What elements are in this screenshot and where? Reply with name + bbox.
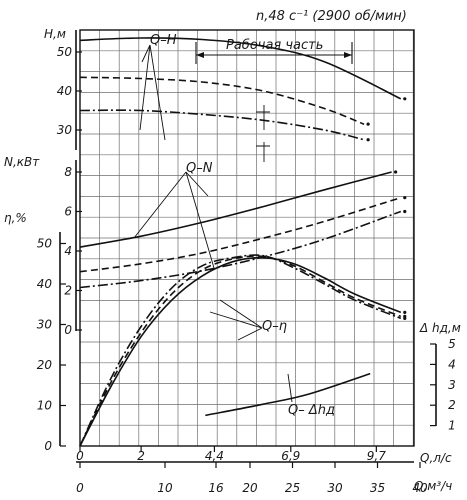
label-leaders [133,44,293,403]
series-end-dot [403,316,407,321]
npsh-tick-label: 2 [448,398,456,412]
efficiency-tick-label: 10 [37,399,53,413]
flow-primary-tick-label: 0 [76,449,84,463]
qn-label: Q–N [186,161,213,176]
head-axis-title: H,м [44,27,66,41]
flow-primary-axis-title: Q,л/с [420,451,452,465]
flow-primary-tick-label: 4,4 [205,449,224,463]
series-end-dot [403,196,407,200]
efficiency-tick-label: 0 [44,439,52,453]
power-tick-label: 6 [64,205,72,219]
series-Q-Δhд-solid [205,372,371,417]
npsh-tick-label: 1 [448,419,456,433]
series-Q-H-dashdot [79,109,365,141]
efficiency-tick-label: 20 [37,358,53,372]
series-end-dot [403,209,407,214]
series-Q-η-solid [79,256,402,447]
flow-primary-tick-label: 2 [137,449,145,463]
efficiency-axis-title: η,% [4,211,27,225]
power-tick-label: 4 [64,244,72,258]
end-dots [366,97,407,321]
curves [79,37,402,447]
grid [80,30,414,446]
series-end-dot [394,170,398,174]
efficiency-tick-label: 50 [37,237,53,251]
npsh-tick-label: 4 [448,357,456,371]
power-tick-label: 0 [64,323,72,337]
npsh-tick-label: 5 [448,337,456,351]
flow-primary-tick-label: 9,7 [367,449,386,463]
flow-secondary-tick-label: 35 [370,481,385,495]
npsh-axis-title: Δ hд,м [419,321,461,335]
flow-secondary-axis-title: Q,м³/ч [414,479,452,493]
series-end-dot [366,122,370,126]
series-end-dot [403,310,407,314]
efficiency-tick-label: 30 [37,318,53,332]
chart-title: n,48 с⁻¹ (2900 об/мин) [256,9,407,24]
flow-secondary-tick-label: 25 [285,481,300,495]
qeta-label: Q–η [262,319,287,334]
flow-secondary-tick-label: 0 [76,481,84,495]
work-range-bracket [195,42,353,64]
series-Q-η-dashed [79,255,402,447]
series-Q-N-dashed [79,196,402,273]
head-tick-label: 50 [57,45,73,59]
qdh-label: Q– Δhд [288,403,335,418]
series-end-dot [366,138,370,142]
head-tick-label: 40 [57,84,73,98]
flow-secondary-tick-label: 40 [412,481,428,495]
power-tick-label: 8 [64,165,72,179]
qh-label: Q–H [150,33,177,48]
flow-secondary-tick-label: 10 [157,481,173,495]
flow-secondary-tick-label: 16 [208,481,224,495]
power-tick-label: 2 [64,284,72,298]
work-range-label: Рабочая часть [226,38,323,53]
head-tick-label: 30 [57,123,73,137]
series-Q-N-solid [79,171,392,248]
npsh-tick-label: 3 [448,378,456,392]
power-axis-title: N,кВт [4,155,40,169]
flow-secondary-tick-label: 20 [242,481,258,495]
series-Q-H-solid [79,37,402,100]
plot-frame [79,29,415,447]
series-Q-η-dashdot [79,254,402,447]
series-Q-H-dashed [79,76,365,125]
series-Q-N-dashdot [79,210,402,289]
efficiency-tick-label: 40 [37,277,53,291]
flow-primary-tick-label: 6,9 [281,449,300,463]
series-end-dot [403,97,407,101]
flow-secondary-tick-label: 30 [327,481,343,495]
